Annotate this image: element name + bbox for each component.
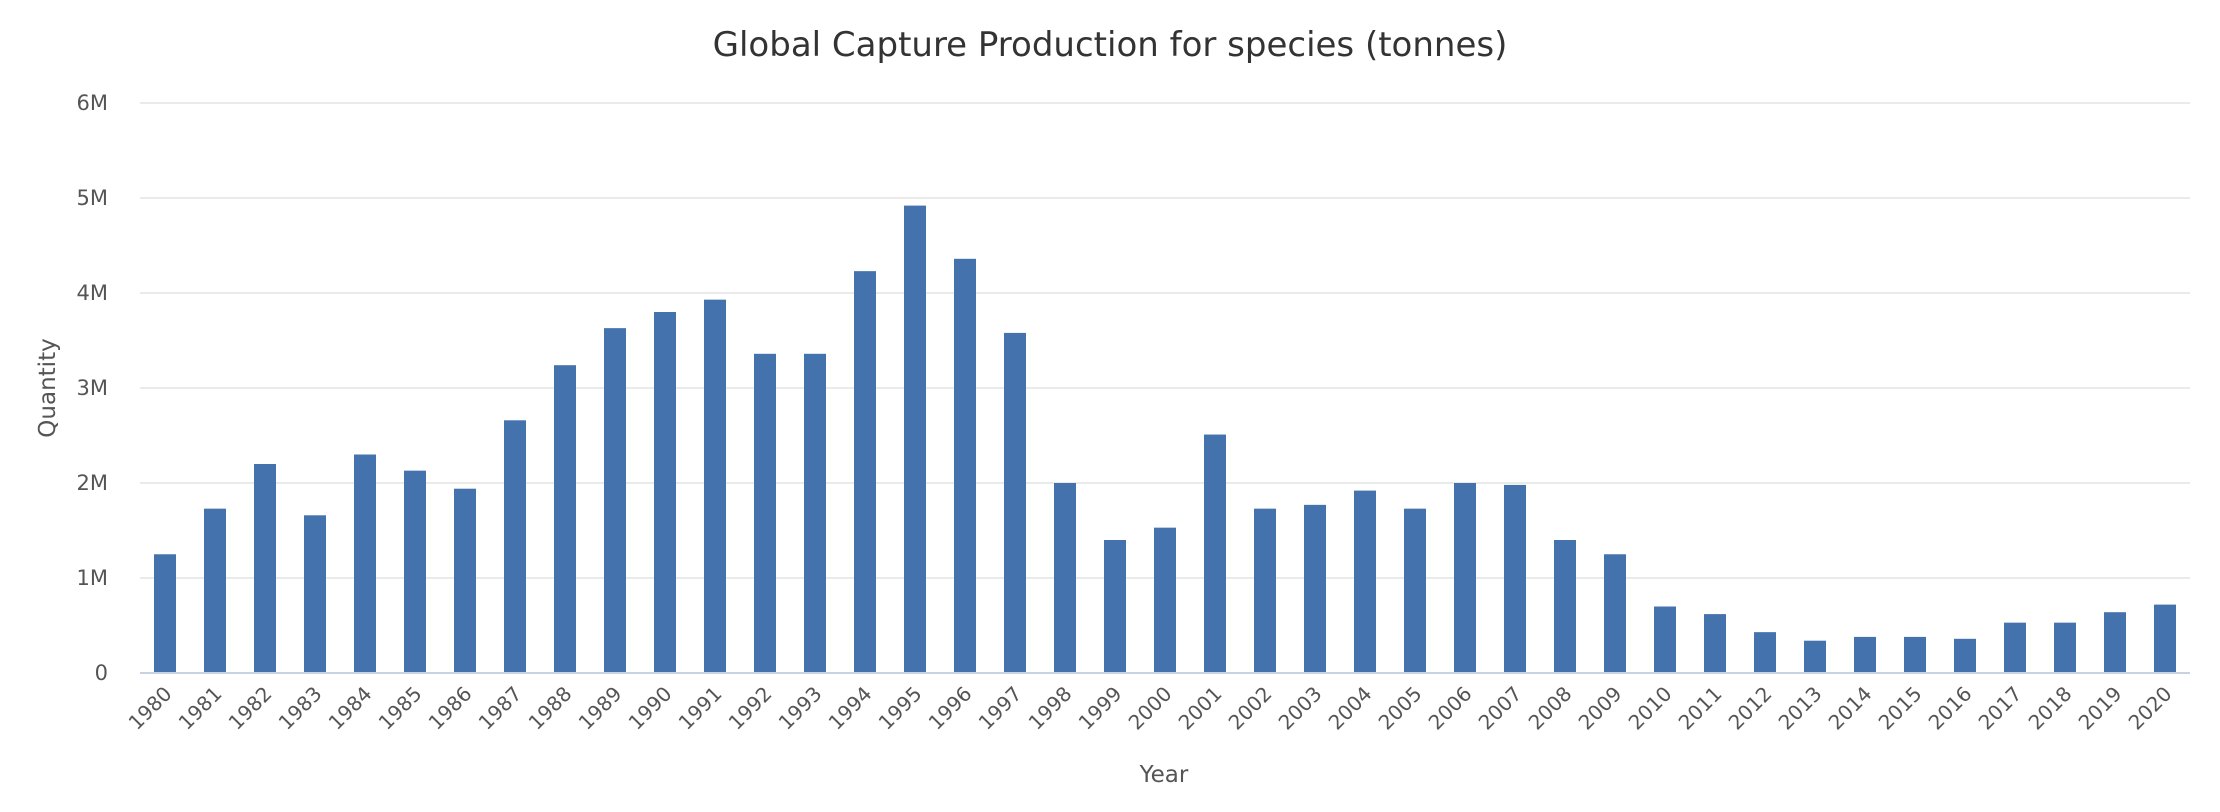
x-axis-title: Year <box>1139 762 1189 788</box>
x-tick-label: 1987 <box>474 682 527 735</box>
x-tick-label: 1985 <box>374 682 427 735</box>
bar-2000[interactable] <box>1154 527 1176 673</box>
bar-1991[interactable] <box>704 299 726 673</box>
bar-2016[interactable] <box>1954 638 1976 673</box>
x-tick-label: 1994 <box>824 682 877 735</box>
bar-1994[interactable] <box>854 271 876 673</box>
grid-lines <box>140 102 2190 579</box>
x-tick-label: 1995 <box>874 682 927 735</box>
bar-2007[interactable] <box>1504 484 1526 673</box>
x-tick-label: 1993 <box>774 682 827 735</box>
x-tick-label: 2013 <box>1774 682 1827 735</box>
x-tick-label: 1996 <box>924 682 977 735</box>
x-tick-label: 1981 <box>174 682 227 735</box>
bar-2006[interactable] <box>1454 483 1476 673</box>
bar-1984[interactable] <box>354 454 376 674</box>
bar-1990[interactable] <box>654 312 676 673</box>
chart-title: Global Capture Production for species (t… <box>713 25 1508 65</box>
x-tick-label: 1997 <box>974 682 1027 735</box>
bar-series <box>154 205 2176 674</box>
x-tick-label: 1999 <box>1074 682 1127 735</box>
bar-2013[interactable] <box>1804 640 1826 673</box>
bar-2020[interactable] <box>2154 604 2176 673</box>
x-tick-label: 1992 <box>724 682 777 735</box>
bar-1981[interactable] <box>204 508 226 673</box>
x-tick-label: 1980 <box>124 682 177 735</box>
bar-2014[interactable] <box>1854 636 1876 673</box>
x-tick-label: 2012 <box>1724 682 1777 735</box>
bar-2010[interactable] <box>1654 606 1676 674</box>
bar-1993[interactable] <box>804 353 826 673</box>
x-tick-label: 2015 <box>1874 682 1927 735</box>
bar-1980[interactable] <box>154 554 176 673</box>
bar-2017[interactable] <box>2004 622 2026 673</box>
bar-1998[interactable] <box>1054 483 1076 673</box>
bar-1987[interactable] <box>504 420 526 673</box>
bar-2011[interactable] <box>1704 614 1726 673</box>
x-tick-label: 2016 <box>1924 682 1977 735</box>
bar-1999[interactable] <box>1104 540 1126 673</box>
bar-2012[interactable] <box>1754 632 1776 673</box>
y-tick-label: 4M <box>77 281 108 305</box>
x-tick-label: 1991 <box>674 682 727 735</box>
x-tick-label: 1986 <box>424 682 477 735</box>
bar-2008[interactable] <box>1554 540 1576 673</box>
x-tick-label: 2004 <box>1324 682 1377 735</box>
x-tick-label: 1982 <box>224 682 277 735</box>
x-tick-label: 2005 <box>1374 682 1427 735</box>
bar-1995[interactable] <box>904 205 926 673</box>
x-tick-label: 2002 <box>1224 682 1277 735</box>
x-tick-label: 2020 <box>2124 682 2177 735</box>
y-tick-label: 0 <box>95 661 108 685</box>
y-tick-label: 3M <box>77 376 108 400</box>
x-tick-label: 1989 <box>574 682 627 735</box>
bar-2015[interactable] <box>1904 636 1926 673</box>
bar-1982[interactable] <box>254 464 276 673</box>
x-tick-label: 2018 <box>2024 682 2077 735</box>
x-tick-label: 2011 <box>1674 682 1727 735</box>
bar-1988[interactable] <box>554 365 576 673</box>
x-tick-label: 2000 <box>1124 682 1177 735</box>
bar-2005[interactable] <box>1404 508 1426 673</box>
bar-1989[interactable] <box>604 328 626 673</box>
x-tick-label: 2017 <box>1974 682 2027 735</box>
x-tick-label: 2019 <box>2074 682 2127 735</box>
y-axis-ticks: 0 1M 2M 3M 4M 5M 6M <box>77 91 108 685</box>
bar-1996[interactable] <box>954 258 976 673</box>
bar-2004[interactable] <box>1354 490 1376 673</box>
y-tick-label: 6M <box>77 91 108 115</box>
bar-1997[interactable] <box>1004 332 1026 673</box>
bar-2009[interactable] <box>1604 554 1626 673</box>
x-tick-label: 1990 <box>624 682 677 735</box>
x-axis-ticks: 1980198119821983198419851986198719881989… <box>124 682 2177 735</box>
x-tick-label: 2007 <box>1474 682 1527 735</box>
x-tick-label: 1984 <box>324 682 377 735</box>
bar-2019[interactable] <box>2104 612 2126 673</box>
x-tick-label: 2008 <box>1524 682 1577 735</box>
x-tick-label: 1988 <box>524 682 577 735</box>
x-tick-label: 1983 <box>274 682 327 735</box>
y-tick-label: 5M <box>77 186 108 210</box>
bar-2003[interactable] <box>1304 504 1326 673</box>
x-tick-label: 2014 <box>1824 682 1877 735</box>
y-axis-title: Quantity <box>35 338 61 437</box>
bar-1983[interactable] <box>304 515 326 673</box>
bar-1992[interactable] <box>754 353 776 673</box>
y-tick-label: 2M <box>77 471 108 495</box>
bar-2018[interactable] <box>2054 622 2076 673</box>
x-tick-label: 2001 <box>1174 682 1227 735</box>
bar-1985[interactable] <box>404 470 426 673</box>
x-tick-label: 2003 <box>1274 682 1327 735</box>
x-tick-label: 2010 <box>1624 682 1677 735</box>
x-tick-label: 2009 <box>1574 682 1627 735</box>
x-tick-label: 2006 <box>1424 682 1477 735</box>
x-tick-label: 1998 <box>1024 682 1077 735</box>
bar-1986[interactable] <box>454 488 476 673</box>
y-tick-label: 1M <box>77 566 108 590</box>
bar-2002[interactable] <box>1254 508 1276 673</box>
bar-2001[interactable] <box>1204 434 1226 673</box>
